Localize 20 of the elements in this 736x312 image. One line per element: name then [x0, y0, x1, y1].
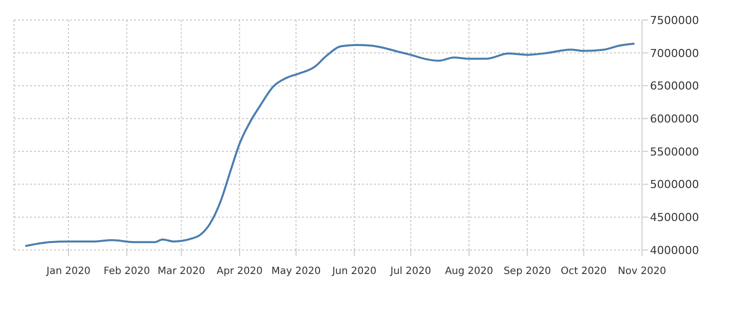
y-tick-label: 7000000: [650, 46, 699, 60]
x-tick-label: Jun 2020: [331, 266, 376, 277]
x-tick-label: Feb 2020: [104, 266, 150, 277]
x-tick-label: Aug 2020: [444, 266, 494, 277]
y-tick-label: 4500000: [650, 211, 699, 224]
x-tick-label: May 2020: [271, 266, 321, 277]
y-tick-label: 7500000: [650, 14, 699, 27]
y-tick-label: 4000000: [650, 244, 699, 257]
y-tick-label: 5500000: [650, 145, 699, 158]
x-tick-label: Oct 2020: [560, 266, 607, 277]
x-tick-label: Mar 2020: [158, 266, 206, 277]
x-tick-label: Nov 2020: [618, 266, 666, 277]
x-tick-label: Sep 2020: [504, 266, 552, 277]
x-tick-label: Jan 2020: [46, 266, 91, 277]
y-tick-label: 6000000: [650, 112, 699, 126]
x-tick-label: Apr 2020: [216, 266, 263, 277]
y-tick-label: 5000000: [650, 178, 699, 192]
y-tick-label: 6500000: [650, 80, 699, 93]
x-tick-label: Jul 2020: [389, 266, 432, 277]
line-series: [24, 42, 636, 248]
